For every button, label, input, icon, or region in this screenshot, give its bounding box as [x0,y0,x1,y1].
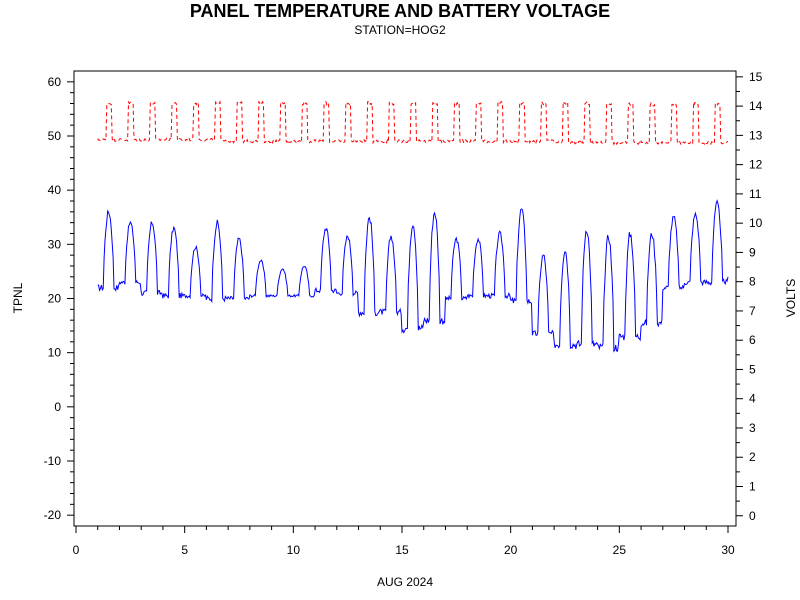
right-tick-label: 13 [749,128,763,142]
right-tick-label: 8 [749,275,756,289]
right-tick-label: 0 [749,509,756,523]
series-layer [97,100,729,353]
left-tick-label: 0 [54,400,61,414]
x-tick-label: 20 [504,543,518,557]
right-tick-label: 12 [749,158,763,172]
right-tick-label: 3 [749,421,756,435]
left-tick-label: 60 [48,75,62,89]
chart-subtitle: STATION=HOG2 [354,23,446,37]
left-tick-label: 40 [48,183,62,197]
right-tick-label: 6 [749,333,756,347]
right-tick-label: 9 [749,245,756,259]
plot-frame [73,70,737,527]
right-axis-title: VOLTS [784,279,798,317]
left-tick-label: 10 [48,346,62,360]
left-tick-label: 20 [48,292,62,306]
right-tick-label: 11 [749,187,762,201]
left-tick-label: 50 [48,129,62,143]
x-axis-ticks: 0 5 10 15 20 25 30 [73,526,735,557]
x-tick-label: 5 [181,543,188,557]
left-tick-label: -10 [44,454,62,468]
left-tick-label: 30 [48,237,62,251]
x-tick-label: 10 [287,543,301,557]
x-tick-label: 0 [73,543,80,557]
series-line-tpnl [97,199,729,353]
right-tick-label: 7 [749,304,756,318]
left-tick-label: -20 [44,508,62,522]
left-axis-ticks: -20 -10 0 10 20 30 40 50 60 [44,75,74,522]
right-tick-label: 5 [749,362,756,376]
right-tick-label: 2 [749,450,756,464]
x-tick-label: 15 [395,543,409,557]
right-tick-label: 1 [749,479,756,493]
chart-title: PANEL TEMPERATURE AND BATTERY VOLTAGE [189,1,611,21]
right-tick-label: 10 [749,216,763,230]
right-tick-label: 15 [749,70,763,84]
right-tick-label: 14 [749,99,763,113]
series-line-volts [97,100,729,146]
x-tick-label: 25 [613,543,627,557]
right-tick-label: 4 [749,392,756,406]
x-axis-title: AUG 2024 [377,575,433,589]
x-tick-label: 30 [721,543,735,557]
left-axis-title: TPNL [11,282,25,313]
